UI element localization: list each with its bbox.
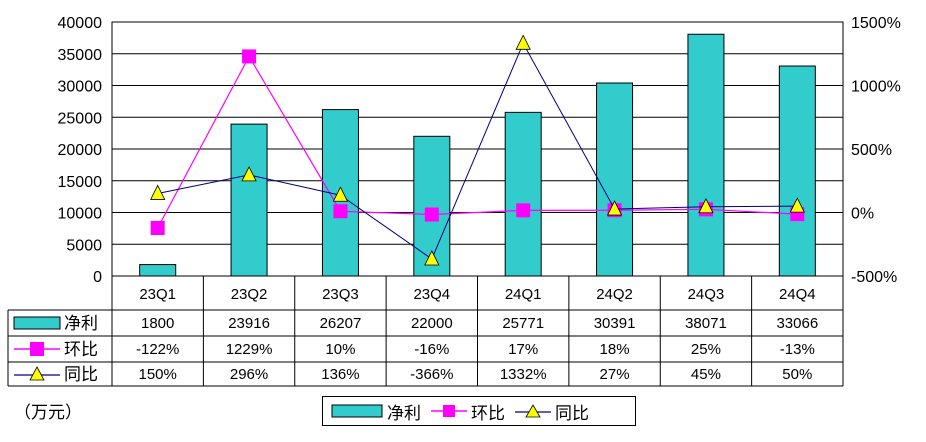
- y-right-tick-label: 500%: [851, 142, 892, 159]
- marker-triangle: [424, 250, 440, 266]
- legend: 净利 环比 同比: [322, 396, 636, 426]
- unit-label: （万元）: [14, 403, 82, 423]
- table-cell: -122%: [136, 341, 179, 358]
- y-left-tick-label: 30000: [58, 79, 103, 96]
- marker-square: [242, 49, 257, 64]
- marker-square: [333, 204, 348, 219]
- table-cell: 23916: [228, 315, 270, 332]
- data-table: 23Q1 23Q2 23Q3 23Q4 24Q1 24Q2 24Q3 24Q4 净利 1800 23…: [7, 275, 844, 387]
- table-cell: 30391: [594, 315, 636, 332]
- table-cell: 18%: [600, 341, 630, 358]
- bar: [230, 123, 268, 277]
- y-left-tick-label: 20000: [58, 142, 103, 159]
- table-cell: -16%: [414, 341, 449, 358]
- x-category-label: 23Q2: [231, 286, 268, 303]
- table-cell: 45%: [691, 366, 721, 383]
- y-right-tick-label: 1500%: [851, 15, 901, 32]
- x-category-label: 24Q3: [688, 286, 725, 303]
- magenta-square-icon: [30, 342, 44, 356]
- y-right-tick-label: 0%: [851, 206, 874, 223]
- bar-swatch-icon: [13, 316, 61, 330]
- marker-triangle: [698, 197, 714, 214]
- marker-triangle: [332, 186, 349, 202]
- series-line: [157, 42, 798, 260]
- right-axis-ticks: 1500% 1000% 500% 0% -500%: [851, 15, 901, 286]
- table-cell: 17%: [508, 341, 538, 358]
- table-cell: 50%: [782, 366, 812, 383]
- y-right-tick-label: -500%: [851, 269, 897, 286]
- y-left-tick-label: 0: [93, 269, 102, 286]
- legend-item-yoy: 同比: [515, 399, 589, 424]
- x-category-label: 24Q4: [779, 286, 816, 303]
- table-cell: 25%: [691, 341, 721, 358]
- y-left-tick-label: 15000: [58, 174, 103, 191]
- table-cell: 25771: [502, 315, 544, 332]
- x-category-label: 24Q2: [596, 286, 633, 303]
- table-cell: 10%: [325, 341, 355, 358]
- gridlines: [112, 21, 843, 277]
- marker-triangle: [606, 200, 623, 216]
- row-header-label: 环比: [64, 340, 98, 360]
- bar: [596, 82, 634, 277]
- table-cell: 1229%: [226, 341, 273, 358]
- legend-label: 同比: [555, 403, 589, 424]
- marker-triangle: [515, 34, 531, 50]
- legend-label: 环比: [471, 403, 505, 424]
- legend-item-qoq: 环比: [431, 399, 505, 424]
- bar: [139, 264, 177, 277]
- row-header-label: 同比: [64, 365, 98, 385]
- x-category-label: 23Q3: [322, 286, 359, 303]
- table-cell: 26207: [320, 315, 362, 332]
- table-cell: 296%: [230, 366, 268, 383]
- left-axis-ticks: 40000 35000 30000 25000 20000 15000 10000 5000 0: [58, 15, 103, 286]
- x-category-label: 24Q1: [505, 286, 542, 303]
- y-right-tick-label: 1000%: [851, 79, 901, 96]
- x-category-label: 23Q1: [139, 286, 176, 303]
- marker-triangle: [150, 184, 166, 200]
- y-left-tick-label: 35000: [58, 47, 103, 64]
- table-cell: 22000: [411, 315, 453, 332]
- y-left-tick-label: 25000: [58, 110, 103, 127]
- bar: [778, 65, 816, 277]
- marker-square: [150, 220, 165, 235]
- table-cell: -13%: [780, 341, 815, 358]
- yellow-triangle-line-icon: [515, 404, 551, 418]
- bar-series: [139, 33, 816, 277]
- legend-item-net-profit: 净利: [331, 399, 421, 424]
- marker-triangle: [789, 197, 805, 213]
- y-left-tick-label: 40000: [58, 15, 103, 32]
- magenta-square-line-icon: [431, 405, 467, 417]
- bar-swatch-icon: [331, 404, 383, 418]
- line-series: [150, 34, 805, 266]
- legend-label: 净利: [387, 403, 421, 424]
- table-cell: -366%: [410, 366, 453, 383]
- table-cell: 1800: [141, 315, 174, 332]
- table-cell: 1332%: [500, 366, 547, 383]
- table-cell: 27%: [600, 366, 630, 383]
- marker-square: [424, 207, 439, 222]
- row-header-label: 净利: [64, 314, 98, 334]
- table-cell: 33066: [776, 315, 818, 332]
- bar: [504, 111, 542, 277]
- table-cell: 150%: [139, 366, 177, 383]
- yellow-triangle-icon: [29, 366, 45, 381]
- table-cell: 136%: [321, 366, 359, 383]
- marker-square: [516, 203, 531, 218]
- marker-triangle: [241, 166, 257, 182]
- x-category-label: 23Q4: [413, 286, 450, 303]
- table-cell: 38071: [685, 315, 727, 332]
- y-left-tick-label: 5000: [66, 237, 102, 254]
- y-left-tick-label: 10000: [58, 206, 103, 223]
- series-line: [157, 55, 798, 229]
- bar: [687, 33, 725, 277]
